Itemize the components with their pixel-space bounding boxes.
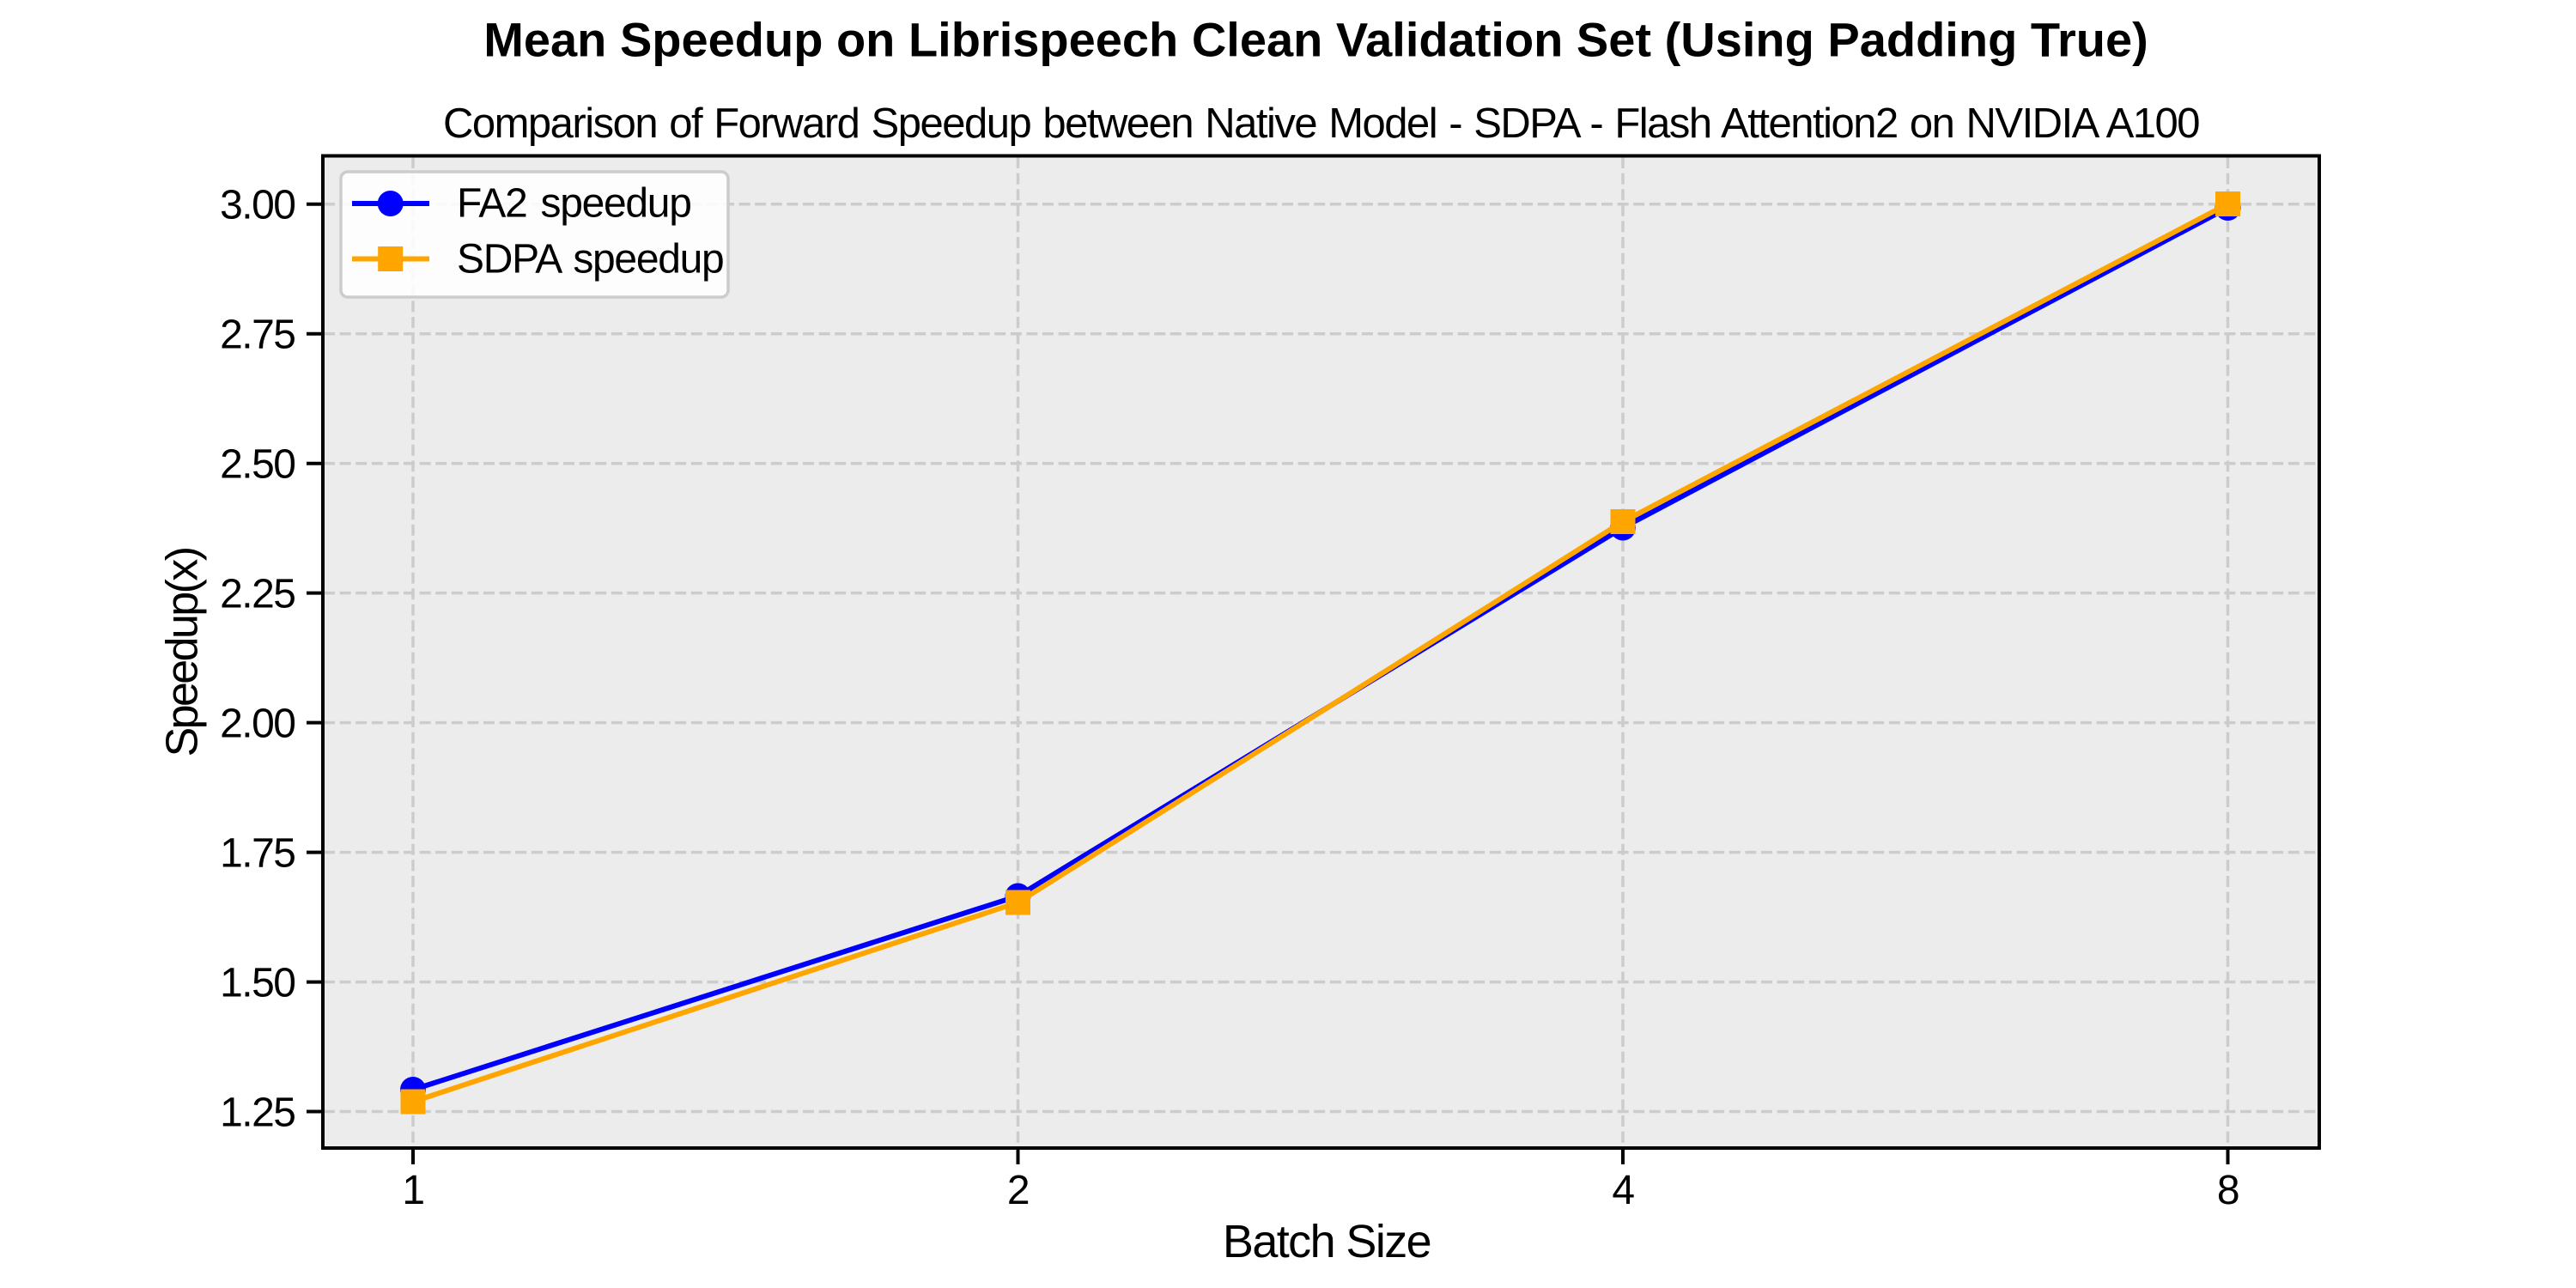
svg-text:2.50: 2.50 [220,442,295,488]
svg-text:1.25: 1.25 [220,1090,295,1135]
svg-text:Comparison of Forward Speedup: Comparison of Forward Speedup between Na… [443,100,2199,147]
svg-text:3.00: 3.00 [220,183,295,228]
svg-text:2: 2 [1007,1168,1029,1213]
svg-text:1.50: 1.50 [220,960,295,1005]
svg-text:2.25: 2.25 [220,571,295,617]
svg-text:1: 1 [402,1168,423,1213]
svg-text:2.00: 2.00 [220,701,295,746]
svg-text:Batch Size: Batch Size [1223,1216,1431,1267]
svg-text:4: 4 [1612,1168,1634,1213]
svg-text:8: 8 [2217,1168,2239,1213]
svg-text:Speedup(x): Speedup(x) [158,548,208,756]
svg-text:SDPA speedup: SDPA speedup [457,237,723,283]
svg-text:FA2 speedup: FA2 speedup [457,181,691,227]
svg-text:1.75: 1.75 [220,830,295,876]
svg-text:2.75: 2.75 [220,313,295,358]
svg-text:Mean Speedup on Librispeech Cl: Mean Speedup on Librispeech Clean Valida… [483,13,2148,67]
